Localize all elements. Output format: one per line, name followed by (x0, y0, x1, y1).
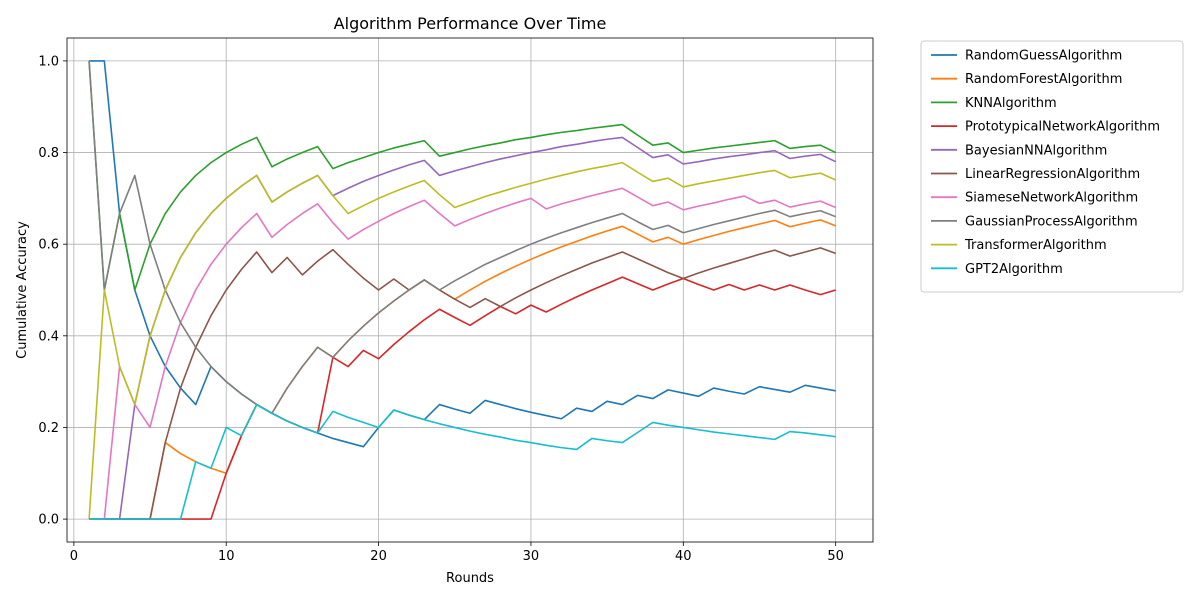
legend-label: GaussianProcessAlgorithm (965, 214, 1138, 229)
series-line (88, 60, 836, 415)
y-tick-label: 1.0 (38, 54, 59, 69)
legend-box (920, 40, 1184, 293)
x-tick-label: 20 (370, 549, 387, 564)
series-line (89, 403, 836, 520)
legend-label: GPT2Algorithm (965, 262, 1063, 277)
series-line (89, 187, 836, 520)
legend: RandomGuessAlgorithm RandomForestAlgorith… (920, 40, 1184, 293)
x-axis-ticks: 0 10 20 30 40 50 (70, 542, 844, 564)
legend-label: KNNAlgorithm (965, 96, 1057, 111)
x-tick-label: 30 (523, 549, 540, 564)
legend-label: TransformerAlgorithm (964, 238, 1107, 253)
series-line (89, 219, 836, 520)
y-tick-label: 0.8 (38, 146, 59, 161)
legend-label: SiameseNetworkAlgorithm (965, 191, 1138, 206)
legend-label: RandomForestAlgorithm (965, 72, 1122, 87)
series-lines (88, 60, 837, 520)
series-line (89, 247, 836, 520)
y-tick-label: 0.2 (38, 421, 59, 436)
x-tick-label: 40 (675, 549, 692, 564)
plot-frame (66, 37, 874, 543)
x-tick-label: 0 (70, 549, 78, 564)
series-line (89, 60, 836, 448)
x-tick-label: 50 (827, 549, 844, 564)
series-line (88, 161, 836, 520)
y-axis-ticks: 0.0 0.2 0.4 0.6 0.8 1.0 (38, 54, 67, 528)
series-line (89, 276, 836, 520)
y-tick-label: 0.6 (38, 238, 59, 253)
legend-label: BayesianNNAlgorithm (965, 143, 1107, 158)
y-axis-label: Cumulative Accuracy (15, 221, 30, 359)
legend-label: RandomGuessAlgorithm (965, 49, 1122, 64)
chart-title: Algorithm Performance Over Time (334, 14, 607, 33)
x-tick-label: 10 (218, 549, 235, 564)
series-line (88, 60, 837, 291)
legend-label: PrototypicalNetworkAlgorithm (965, 120, 1160, 135)
series-line (89, 136, 837, 520)
x-axis-label: Rounds (446, 571, 494, 586)
legend-label: LinearRegressionAlgorithm (965, 167, 1140, 182)
y-tick-label: 0.0 (38, 513, 59, 528)
y-tick-label: 0.4 (38, 329, 59, 344)
